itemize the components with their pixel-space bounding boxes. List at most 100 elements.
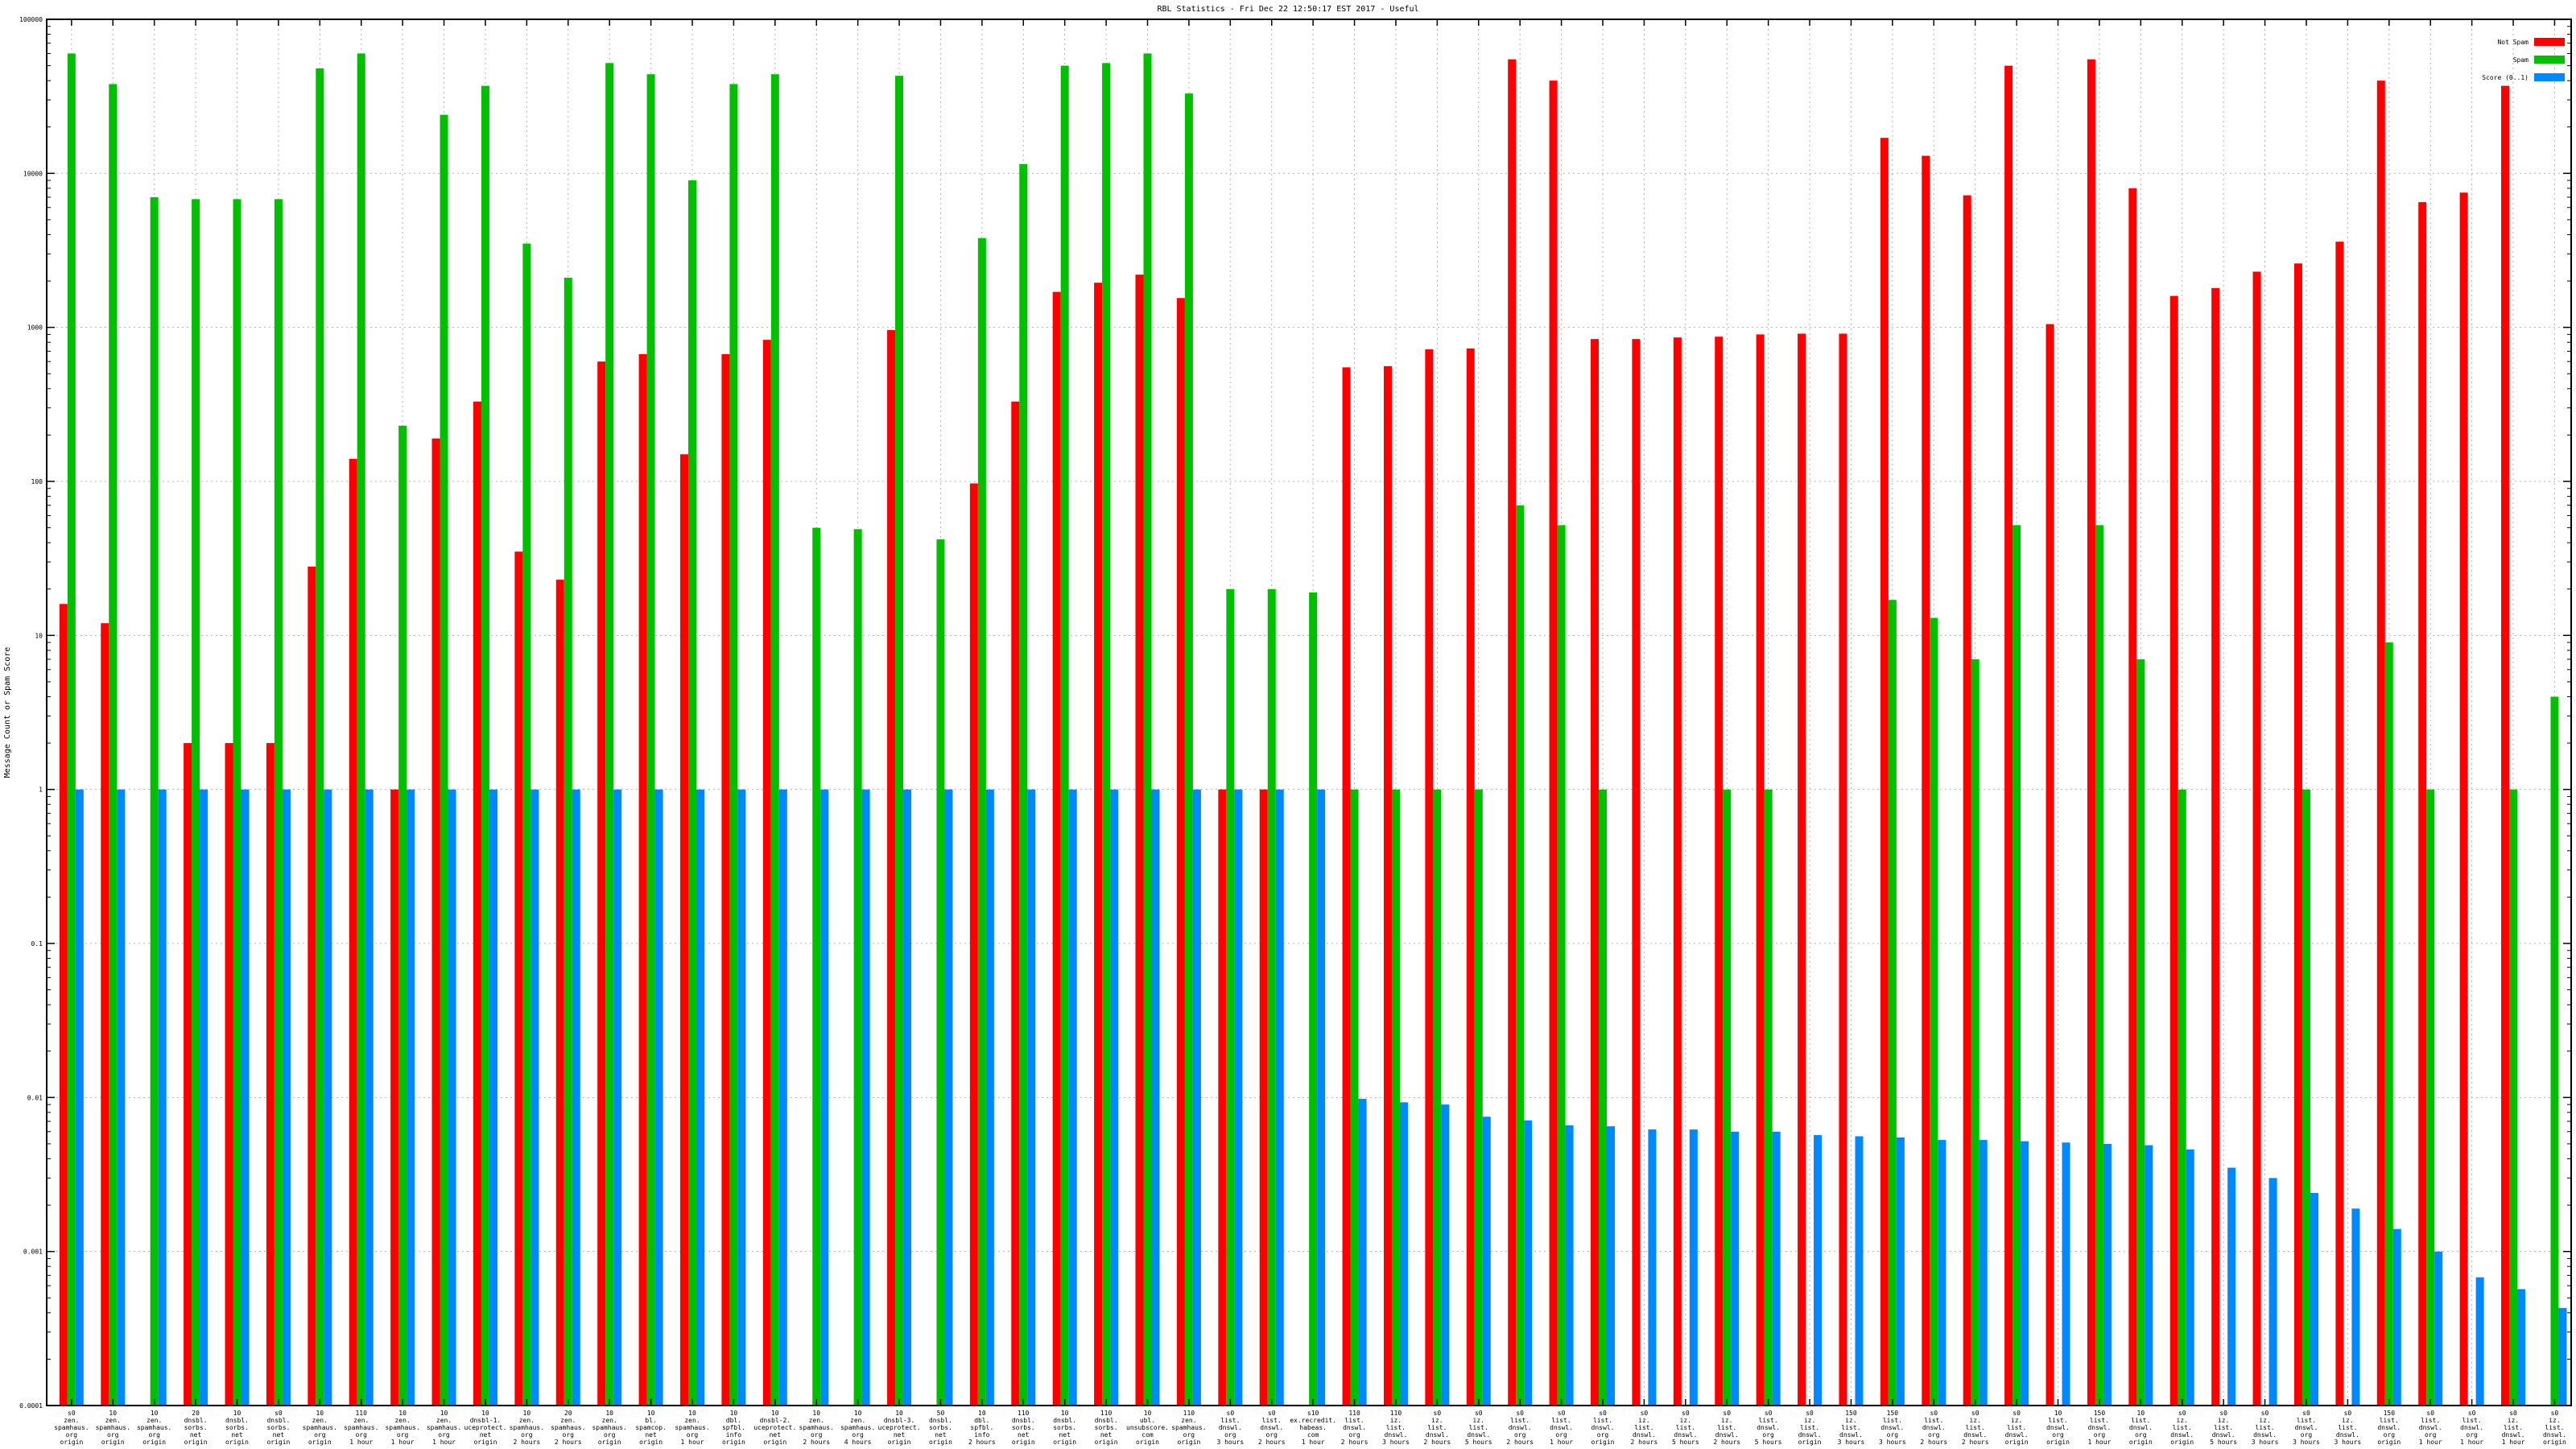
bar-score-0-1: [1068, 789, 1077, 1406]
x-tick-label: s0 iz. list. dnswl. origin: [2170, 1410, 2194, 1446]
x-tick-label-line: 2 hours: [513, 1439, 540, 1446]
x-tick-label: 110 dnsbl. sorbs. net origin: [1012, 1410, 1035, 1446]
x-tick-label-line: zen.: [353, 1417, 369, 1424]
x-tick-label: s0 iz. list. dnswl. 1 hour: [2502, 1410, 2525, 1446]
bar-not-spam: [1383, 365, 1392, 1406]
x-tick-label-line: bl.: [645, 1417, 656, 1424]
x-tick-label-line: dnswl.: [1633, 1431, 1656, 1439]
x-tick-label: s0 iz. list. dnswl. 5 hours: [1465, 1410, 1492, 1446]
x-tick-label-line: dnswl.: [2253, 1431, 2277, 1439]
bar-not-spam: [390, 789, 399, 1406]
bar-score-0-1: [75, 789, 84, 1406]
x-tick-label-line: 2 hours: [1424, 1439, 1451, 1446]
x-tick-label-line: dbl.: [726, 1417, 741, 1424]
x-tick-label-line: 3 hours: [1838, 1439, 1865, 1446]
x-tick-label-line: 1 hour: [681, 1439, 704, 1446]
x-tick-label-line: 10: [109, 1410, 117, 1417]
x-tick-label-line: s0: [1971, 1410, 1979, 1417]
bar-score-0-1: [1234, 789, 1243, 1406]
bar-spam: [1557, 525, 1566, 1406]
x-tick-label-line: 10: [854, 1410, 862, 1417]
x-tick-label-line: list.: [2214, 1424, 2233, 1431]
bar-not-spam: [887, 330, 896, 1406]
bar-not-spam: [1839, 333, 1847, 1406]
x-tick-label-line: spamhaus.: [1171, 1424, 1206, 1431]
bar-spam: [1226, 588, 1235, 1406]
x-tick-label-line: 50: [937, 1410, 945, 1417]
x-tick-label: 110 list. dnswl. org 2 hours: [1341, 1410, 1368, 1446]
bar-score-0-1: [944, 789, 953, 1406]
bar-score-0-1: [2145, 1145, 2153, 1406]
bar-score-0-1: [696, 789, 704, 1406]
x-tick-label-line: s0: [68, 1410, 76, 1417]
x-tick-label-line: dnswl.: [1550, 1424, 1573, 1431]
x-tick-label-line: dnswl.: [2377, 1424, 2401, 1431]
x-tick-label-line: spamcop.: [635, 1424, 667, 1431]
bar-score-0-1: [2186, 1149, 2194, 1406]
x-tick-label: 10 zen. spamhaus. org origin: [303, 1410, 337, 1446]
x-tick-label-line: origin: [2046, 1439, 2070, 1446]
x-tick-label-line: list.: [1634, 1424, 1653, 1431]
x-tick-label-line: 10: [316, 1410, 324, 1417]
bar-not-spam: [1549, 80, 1558, 1406]
x-tick-label: s0 iz. list. dnswl. origin: [1798, 1410, 1822, 1446]
bar-spam: [192, 199, 200, 1406]
x-tick-label-line: zen.: [147, 1417, 162, 1424]
x-tick-label: s0 iz. list. dnswl. 2 hours: [1424, 1410, 1451, 1446]
x-tick-label-line: list.: [2421, 1417, 2440, 1424]
x-tick-label-line: 110: [1100, 1410, 1113, 1417]
bar-spam: [274, 199, 283, 1406]
x-tick-label-line: 10: [647, 1410, 655, 1417]
bar-score-0-1: [2310, 1192, 2318, 1406]
x-tick-label-line: origin: [1095, 1439, 1118, 1446]
x-tick-label: s0 iz. list. dnswl. 5 hours: [2210, 1410, 2237, 1446]
x-tick-label-line: dnswl.: [2170, 1431, 2194, 1439]
bar-not-spam: [2046, 324, 2054, 1406]
x-tick-label-line: dnswl.: [1426, 1431, 1449, 1439]
x-tick-label-line: org: [1514, 1431, 1526, 1439]
x-tick-label-line: info: [726, 1431, 741, 1439]
x-tick-label-line: 4 hours: [844, 1439, 872, 1446]
x-tick-label-line: s0: [2344, 1410, 2352, 1417]
x-tick-label-line: org: [397, 1431, 409, 1439]
bar-not-spam: [2501, 85, 2510, 1406]
bar-score-0-1: [2517, 1289, 2526, 1406]
x-tick-label-line: dnsbl.: [266, 1417, 290, 1424]
x-tick-label-line: org: [2384, 1431, 2396, 1439]
bar-score-0-1: [1317, 789, 1326, 1406]
x-tick-label-line: dnsbl.: [929, 1417, 952, 1424]
x-tick-label-line: list.: [2048, 1417, 2067, 1424]
y-tick-label: 100: [31, 478, 43, 485]
x-tick-label-line: zen.: [560, 1417, 576, 1424]
x-tick-label-line: spfbl.: [970, 1424, 993, 1431]
x-tick-label-line: zen.: [519, 1417, 535, 1424]
bar-spam: [150, 196, 159, 1406]
x-tick-label: 10 dbl. spfbl. info origin: [722, 1410, 745, 1446]
bar-spam: [1350, 789, 1359, 1406]
x-tick-label: 10 bl. spamcop. net origin: [635, 1410, 667, 1446]
x-tick-label-line: zen.: [850, 1417, 865, 1424]
x-tick-label-line: dnswl.: [2295, 1424, 2318, 1431]
x-tick-label-line: 2 hours: [968, 1439, 996, 1446]
x-tick-label-line: dnswl.: [1591, 1424, 1615, 1431]
bar-score-0-1: [1151, 789, 1160, 1406]
bar-not-spam: [2211, 287, 2220, 1406]
x-tick-label-line: origin: [1136, 1439, 1159, 1446]
x-tick-label-line: 10: [730, 1410, 738, 1417]
x-tick-label: 10 zen. spamhaus. org origin: [137, 1410, 171, 1446]
x-tick-label: s0 list. dnswl. org 2 hours: [1258, 1410, 1286, 1446]
x-tick-label: s0 iz. list. dnswl. origin: [2005, 1410, 2029, 1446]
x-tick-label-line: 1 hour: [1302, 1439, 1325, 1446]
x-tick-label-line: net: [1059, 1431, 1071, 1439]
x-tick-label-line: spamhaus.: [137, 1424, 171, 1431]
x-tick-label-line: list.: [2007, 1424, 2026, 1431]
bar-score-0-1: [117, 789, 126, 1406]
x-tick-label-line: s0: [1516, 1410, 1524, 1417]
bar-not-spam: [1922, 155, 1930, 1406]
bar-spam: [233, 199, 242, 1406]
bar-not-spam: [101, 623, 109, 1406]
x-tick-label-line: dnswl.: [2502, 1431, 2525, 1439]
bar-spam: [977, 237, 986, 1406]
x-tick-label-line: org: [521, 1431, 533, 1439]
